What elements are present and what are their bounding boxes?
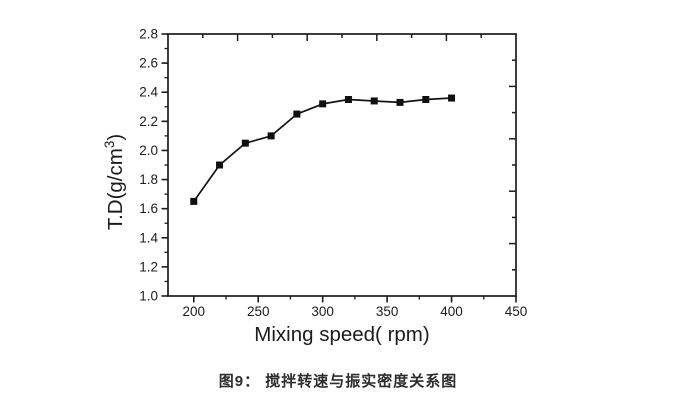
x-tick-label: 400 [440, 304, 463, 319]
x-tick-label: 300 [311, 304, 334, 319]
data-point-marker [190, 197, 198, 205]
x-tick-label: 450 [505, 304, 528, 319]
y-tick-label: 2.2 [139, 114, 158, 129]
data-point-marker [344, 96, 352, 103]
y-tick-label: 1.6 [139, 201, 158, 216]
y-tick-label: 1.2 [139, 259, 158, 274]
figure-caption: 图9： 搅拌转速与振实密度关系图 [218, 373, 458, 390]
x-tick-label: 350 [376, 304, 399, 319]
data-point-marker [216, 161, 224, 169]
data-point-marker [319, 100, 327, 108]
data-point-marker [293, 110, 301, 118]
data-point-marker [422, 96, 430, 103]
y-tick-label: 1.4 [139, 230, 158, 245]
y-axis-title: T.D(g/cm3) [102, 134, 127, 230]
x-axis-title: Mixing speed( rpm) [254, 323, 429, 346]
data-point-marker [267, 132, 275, 140]
data-point-marker [370, 97, 378, 105]
y-tick-label: 2.0 [139, 143, 158, 158]
data-line [193, 97, 452, 202]
y-tick-label: 2.6 [139, 56, 158, 71]
y-tick-label: 2.4 [139, 85, 158, 100]
y-tick-label: 1.8 [139, 172, 158, 187]
data-point-marker [241, 139, 249, 147]
data-point-marker [448, 94, 456, 102]
x-tick-label: 200 [183, 304, 206, 319]
y-tick-label: 2.8 [139, 27, 158, 42]
x-tick-label: 250 [247, 304, 270, 319]
y-tick-label: 1.0 [139, 289, 158, 304]
data-point-marker [396, 98, 404, 106]
